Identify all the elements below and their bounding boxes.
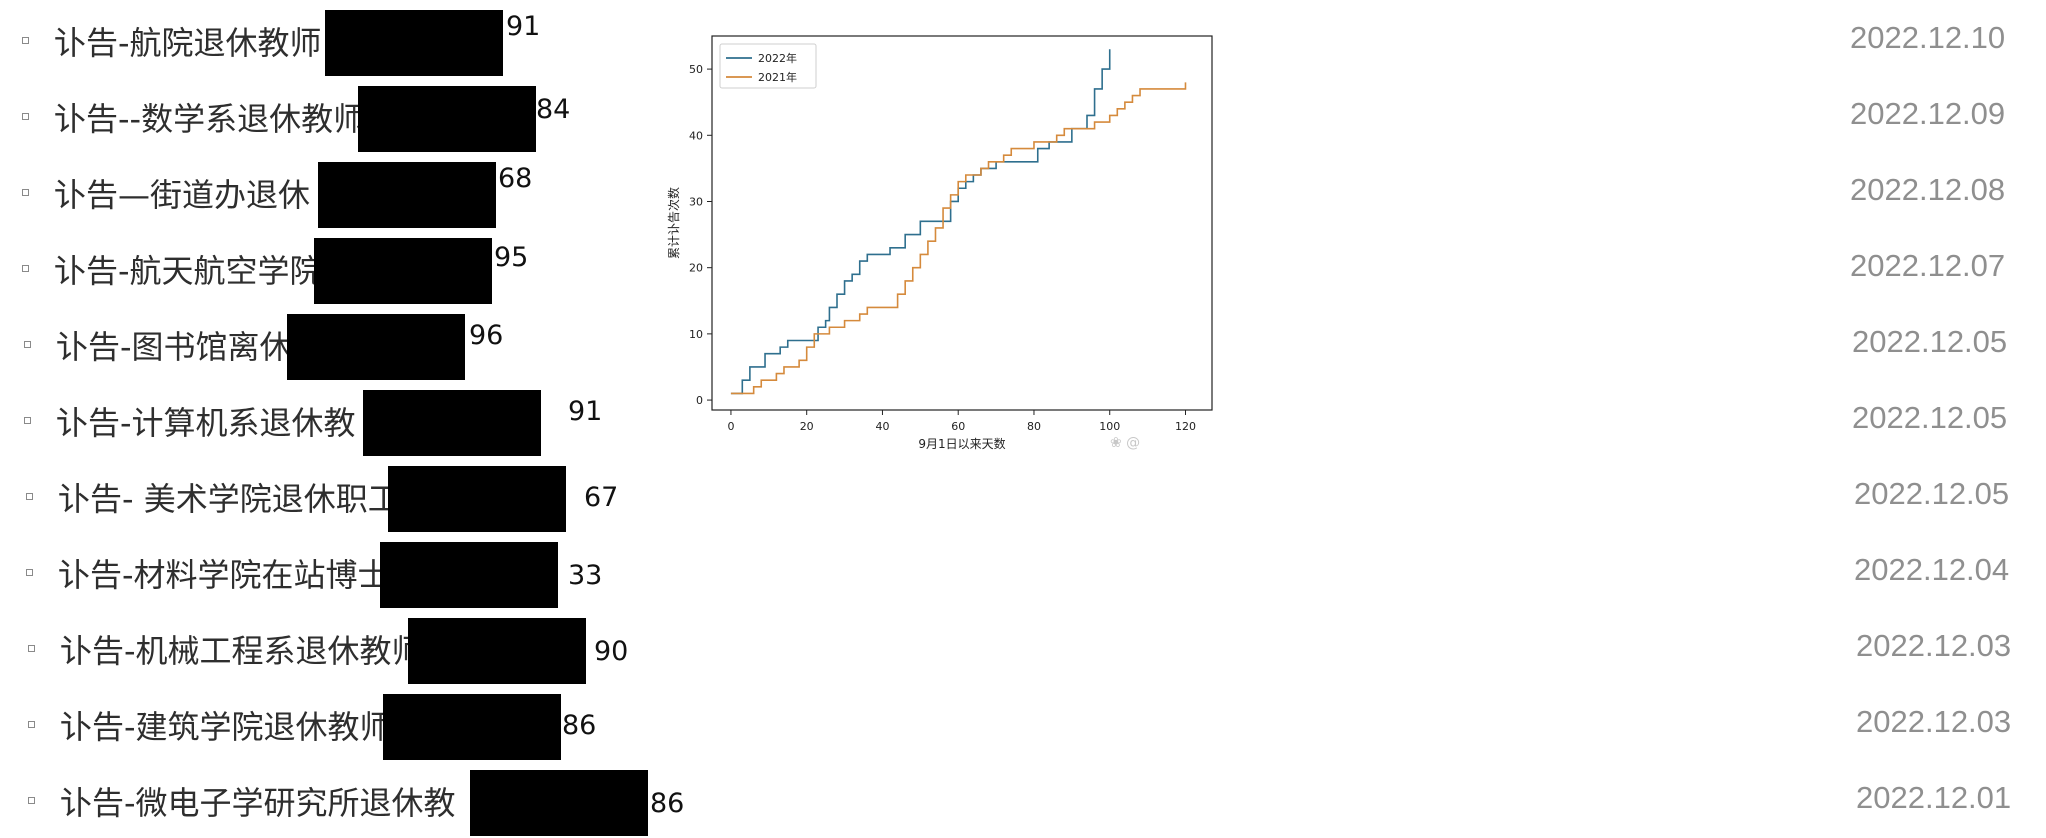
- cumulative-obituary-chart: 0 20 40 60 80 100 120 0 10 20 30 40 50 9月1日以来天数 累计讣告次数…: [666, 35, 1213, 451]
- age-label: 96: [469, 320, 504, 351]
- publish-date: 2022.12.03: [1856, 628, 2012, 663]
- x-tick-label: 120: [1175, 420, 1196, 433]
- redaction-block: [325, 10, 503, 76]
- obituary-title-link[interactable]: 讣告-材料学院在站博士: [58, 556, 390, 594]
- bullet-icon: [28, 721, 35, 728]
- obituary-title-link[interactable]: 讣告-机械工程系退休教师: [60, 632, 424, 670]
- x-tick-label: 0: [727, 420, 734, 433]
- obituary-title-link[interactable]: 讣告-计算机系退休教: [56, 404, 356, 442]
- publish-date: 2022.12.08: [1850, 172, 2006, 207]
- series-line-2021: [730, 82, 1187, 395]
- publish-date: 2022.12.03: [1856, 704, 2012, 739]
- redaction-block: [314, 238, 492, 304]
- list-item[interactable]: 讣告--数学系退休教师 84 2022.12.09: [0, 86, 2046, 152]
- age-label: 91: [506, 11, 541, 42]
- plot-frame: [711, 35, 1213, 411]
- redaction-block: [388, 466, 566, 532]
- age-label: 90: [594, 636, 629, 667]
- x-axis-label: 9月1日以来天数: [918, 436, 1005, 451]
- bullet-icon: [26, 569, 33, 576]
- publish-date: 2022.12.05: [1854, 476, 2010, 511]
- redaction-block: [380, 542, 558, 608]
- weibo-watermark: ❀ @: [1110, 435, 1141, 451]
- bullet-icon: [28, 797, 35, 804]
- list-item[interactable]: 讣告-材料学院在站博士 33 2022.12.04: [0, 542, 2046, 608]
- age-label: 86: [562, 710, 597, 741]
- age-label: 91: [568, 396, 603, 427]
- bullet-icon: [22, 113, 29, 120]
- obituary-title-link[interactable]: 讣告--数学系退休教师: [54, 100, 366, 138]
- bullet-icon: [28, 645, 35, 652]
- list-item[interactable]: 讣告-机械工程系退休教师 90 2022.12.03: [0, 618, 2046, 684]
- y-tick-label: 20: [689, 262, 703, 275]
- y-tick-label: 30: [689, 195, 703, 208]
- list-item[interactable]: 讣告- 美术学院退休职工 67 2022.12.05: [0, 466, 2046, 532]
- list-item[interactable]: 讣告-图书馆离休 96 2022.12.05: [0, 314, 2046, 380]
- bullet-icon: [24, 417, 31, 424]
- age-label: 86: [650, 788, 685, 819]
- x-tick-label: 60: [951, 420, 965, 433]
- list-item[interactable]: 讣告-航院退休教师 91 2022.12.10: [0, 10, 2046, 76]
- bullet-icon: [22, 265, 29, 272]
- x-tick-label: 20: [800, 420, 814, 433]
- obituary-title-link[interactable]: 讣告-图书馆离休: [56, 328, 292, 366]
- x-tick-label: 80: [1027, 420, 1041, 433]
- y-tick-label: 50: [689, 63, 703, 76]
- redaction-block: [318, 162, 496, 228]
- publish-date: 2022.12.04: [1854, 552, 2010, 587]
- age-label: 95: [494, 242, 529, 273]
- y-tick-label: 40: [689, 129, 703, 142]
- bullet-icon: [22, 37, 29, 44]
- age-label: 68: [498, 163, 533, 194]
- publish-date: 2022.12.01: [1856, 780, 2012, 815]
- obituary-title-link[interactable]: 讣告—街道办退休: [54, 176, 311, 214]
- series-line-2022: [730, 49, 1111, 395]
- list-item[interactable]: 讣告-计算机系退休教 91 2022.12.05: [0, 390, 2046, 456]
- legend-entry: 2021年: [758, 70, 797, 84]
- y-tick-label: 0: [696, 394, 703, 407]
- publish-date: 2022.12.05: [1852, 324, 2008, 359]
- publish-date: 2022.12.05: [1852, 400, 2008, 435]
- publish-date: 2022.12.07: [1850, 248, 2006, 283]
- x-tick-label: 100: [1099, 420, 1120, 433]
- list-item[interactable]: 讣告-航天航空学院 95 2022.12.07: [0, 238, 2046, 304]
- x-tick-label: 40: [875, 420, 889, 433]
- redaction-block: [383, 694, 561, 760]
- obituary-title-link[interactable]: 讣告-航院退休教师: [54, 24, 322, 62]
- bullet-icon: [24, 341, 31, 348]
- publish-date: 2022.12.10: [1850, 20, 2006, 55]
- list-item[interactable]: 讣告—街道办退休 68 2022.12.08: [0, 162, 2046, 228]
- bullet-icon: [26, 493, 33, 500]
- age-label: 84: [536, 94, 571, 125]
- redaction-block: [363, 390, 541, 456]
- obituary-title-link[interactable]: 讣告-建筑学院退休教师: [60, 708, 392, 746]
- y-axis-label: 累计讣告次数: [666, 187, 681, 259]
- obituary-title-link[interactable]: 讣告-航天航空学院: [54, 252, 322, 290]
- redaction-block: [358, 86, 536, 152]
- redaction-block: [287, 314, 465, 380]
- bullet-icon: [22, 189, 29, 196]
- y-tick-label: 10: [689, 328, 703, 341]
- legend-entry: 2022年: [758, 51, 797, 65]
- redaction-block: [470, 770, 648, 836]
- age-label: 33: [568, 560, 603, 591]
- list-item[interactable]: 讣告-建筑学院退休教师 86 2022.12.03: [0, 694, 2046, 760]
- obituary-title-link[interactable]: 讣告-微电子学研究所退休教: [60, 784, 456, 822]
- list-item[interactable]: 讣告-微电子学研究所退休教 86 2022.12.01: [0, 770, 2046, 836]
- redaction-block: [408, 618, 586, 684]
- age-label: 67: [584, 482, 619, 513]
- obituary-title-link[interactable]: 讣告- 美术学院退休职工: [58, 480, 400, 518]
- publish-date: 2022.12.09: [1850, 96, 2006, 131]
